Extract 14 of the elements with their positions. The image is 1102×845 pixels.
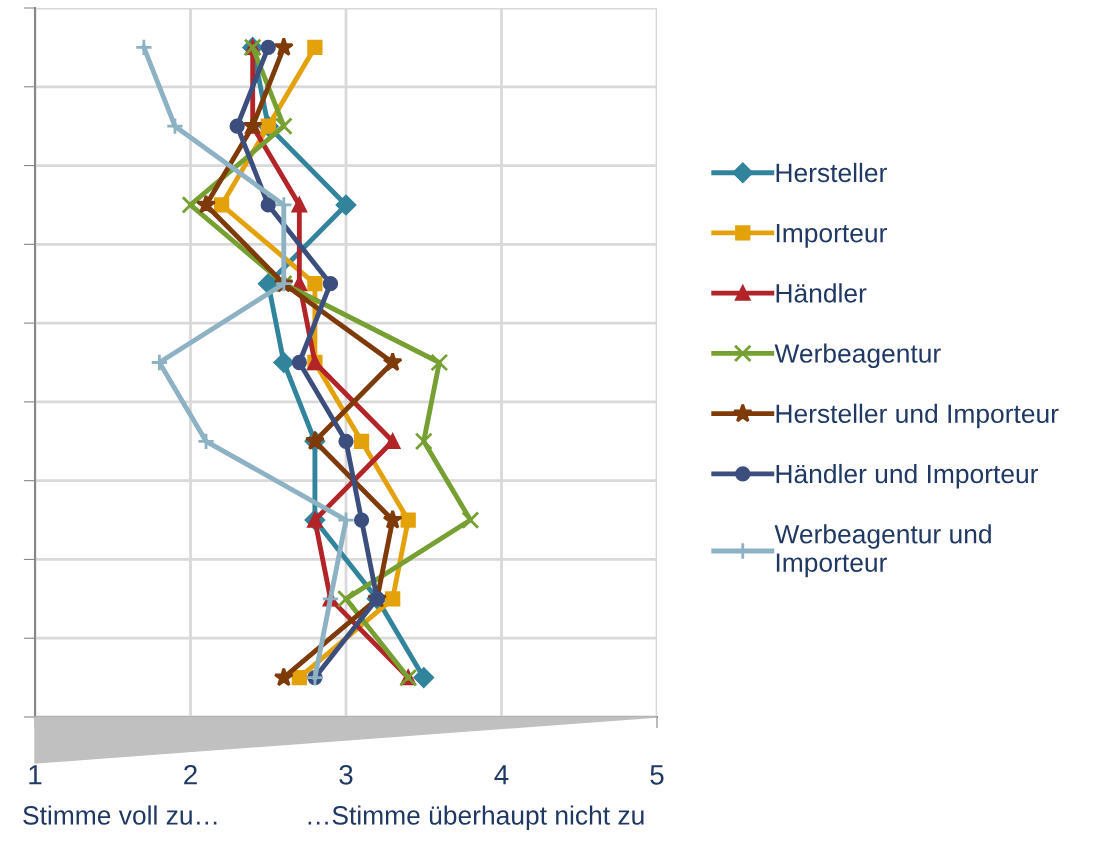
legend-label: Hersteller <box>776 162 887 183</box>
x-tick-label: 1 <box>29 765 42 785</box>
text: Stimme voll zu… <box>23 805 217 825</box>
legend-label: Hersteller und Importeur <box>776 403 1059 429</box>
text: …Stimme überhaupt nicht zu <box>308 805 644 830</box>
legend-label: Werbeagentur <box>774 343 941 369</box>
legend-label: Händler und Importeur <box>776 463 1039 489</box>
legend-label: Importeur <box>776 224 887 248</box>
x-tick-label: 5 <box>650 765 664 785</box>
legend-label: Händler <box>776 283 867 303</box>
x-tick-label: 4 <box>494 765 509 785</box>
x-tick-label: 2 <box>184 764 197 785</box>
x-tick-label: 3 <box>339 764 353 785</box>
legend-label: Werbeagentur und Importeur <box>774 524 991 578</box>
